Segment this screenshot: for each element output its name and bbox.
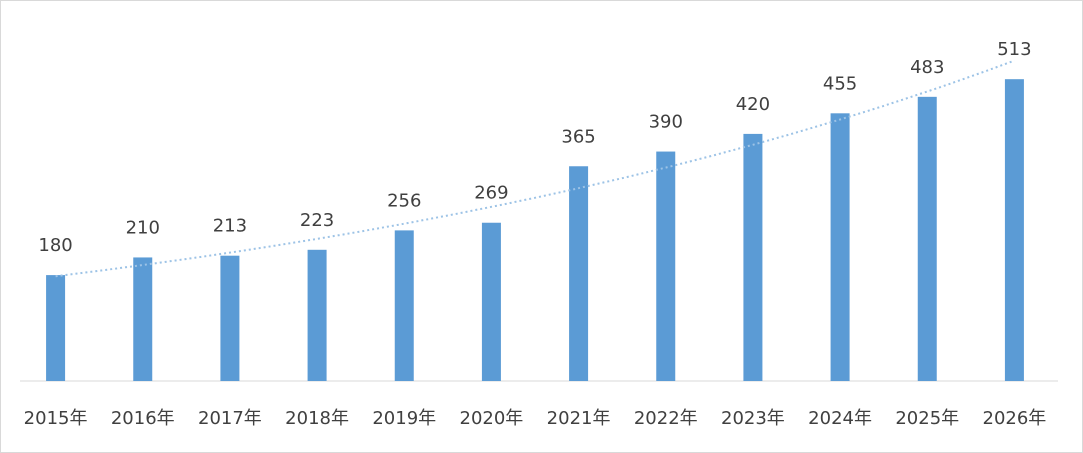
data-label: 390 [649,112,683,133]
x-tick-label: 2023年 [721,408,785,429]
x-tick-label: 2017年 [198,408,262,429]
bar [830,113,850,381]
data-label: 455 [823,73,857,94]
bar [46,275,66,381]
x-tick-label: 2019年 [372,408,436,429]
x-tick-label: 2020年 [460,408,524,429]
data-label: 210 [126,217,160,238]
bar [743,133,763,381]
x-tick-label: 2026年 [983,408,1047,429]
x-tick-label: 2018年 [285,408,349,429]
bar [133,257,153,381]
data-label: 365 [561,126,595,147]
bar [481,222,501,381]
x-tick-label: 2022年 [634,408,698,429]
bar [656,151,676,381]
bar [569,166,589,381]
x-tick-label: 2015年 [24,408,88,429]
bar [220,255,240,381]
bar [394,230,414,381]
data-label: 269 [474,183,508,204]
data-label: 180 [38,235,72,256]
data-label: 483 [910,57,944,78]
bar [307,249,327,381]
x-tick-label: 2021年 [547,408,611,429]
trend-line [55,59,1015,278]
bar [1004,79,1024,381]
x-tick-label: 2016年 [111,408,175,429]
data-label: 256 [387,190,421,211]
data-label: 213 [213,216,247,237]
data-label: 223 [300,210,334,231]
x-tick-label: 2024年 [808,408,872,429]
data-label: 420 [736,94,770,115]
data-label: 513 [997,39,1031,60]
bar [917,96,937,382]
x-tick-label: 2025年 [895,408,959,429]
